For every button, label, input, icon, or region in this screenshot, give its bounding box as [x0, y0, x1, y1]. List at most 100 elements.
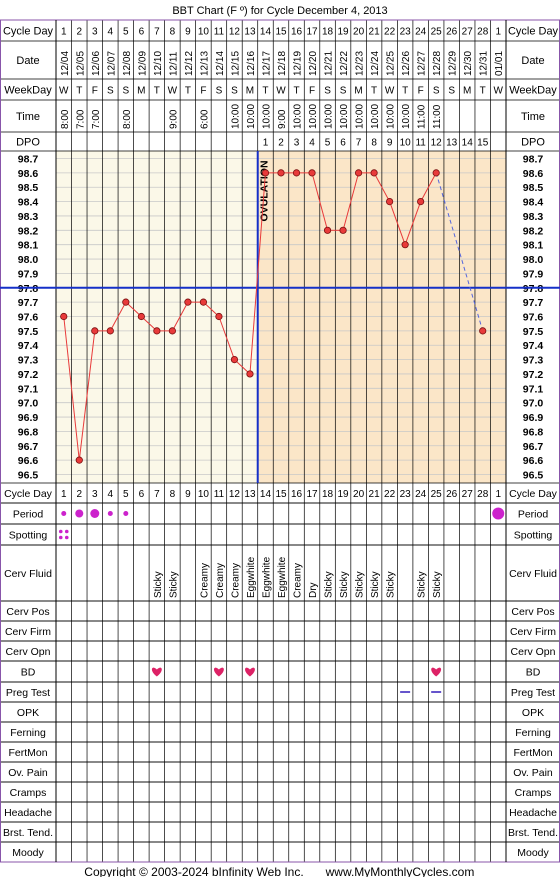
- week-cell: F: [200, 86, 206, 97]
- week-cell: T: [262, 86, 268, 97]
- dpo-cell: 14: [462, 138, 474, 149]
- week-cell: W: [385, 86, 395, 97]
- week-cell: T: [371, 86, 377, 97]
- date-label-right: Date: [521, 55, 544, 67]
- week-label-right: WeekDay: [509, 85, 557, 97]
- cycle-cell: 10: [198, 27, 210, 38]
- temp-point: [91, 327, 99, 335]
- time-cell: 6:00: [199, 109, 210, 129]
- headache-label-right: Headache: [509, 807, 557, 819]
- temp-line-segment: [249, 172, 266, 374]
- y-tick-right: 98.6: [523, 168, 544, 180]
- y-tick-right: 96.7: [523, 441, 544, 453]
- dpo-label-left: DPO: [16, 137, 40, 149]
- footer-copyright: Copyright © 2003-2024 bInfinity Web Inc.: [84, 865, 303, 877]
- cycle-day-cell: 11: [214, 489, 225, 500]
- date-cell: 12/17: [261, 51, 272, 76]
- date-cell: 12/29: [448, 51, 459, 76]
- temp-point: [184, 298, 192, 306]
- preg-test-label-right: Preg Test: [511, 687, 555, 699]
- y-tick-left: 96.5: [18, 470, 39, 482]
- dpo-cell: 7: [356, 138, 362, 149]
- cerv-pos-label-left: Cerv Pos: [6, 606, 49, 618]
- cycle-cell: 2: [76, 27, 82, 38]
- cycle-day-cell: 18: [322, 489, 334, 500]
- cerv-fluid-cell: Creamy: [230, 563, 241, 598]
- y-tick-left: 96.6: [18, 455, 39, 467]
- cerv-fluid-cell: Sticky: [355, 571, 366, 598]
- dpo-cell: 2: [278, 138, 284, 149]
- cycle-cell: 4: [108, 27, 114, 38]
- cycle-day-cell: 1: [61, 489, 67, 500]
- dpo-cell: 6: [340, 138, 346, 149]
- time-label-right: Time: [521, 111, 545, 123]
- temp-point: [261, 169, 270, 177]
- temp-point: [370, 169, 378, 177]
- date-cell: 12/05: [75, 51, 86, 76]
- cerv-fluid-cell: Creamy: [293, 563, 304, 598]
- temp-point: [75, 456, 83, 464]
- ferning-label-right: Ferning: [515, 727, 551, 739]
- cycle-cell: 28: [477, 27, 489, 38]
- temp-point: [277, 169, 285, 177]
- cycle-day-label-left: Cycle Day: [4, 488, 53, 500]
- cycle-day-cell: 10: [198, 489, 210, 500]
- preg-test-label-left: Preg Test: [6, 687, 50, 699]
- cycle-cell: 22: [384, 27, 396, 38]
- dpo-cell: 13: [446, 138, 458, 149]
- temp-line-segment: [342, 172, 360, 231]
- date-cell: 12/27: [417, 51, 428, 76]
- cerv-fluid-cell: Sticky: [386, 571, 397, 598]
- cerv-firm-label-left: Cerv Firm: [5, 626, 51, 638]
- date-cell: 01/01: [494, 51, 505, 76]
- week-cell: S: [448, 86, 455, 97]
- y-tick-left: 96.7: [18, 441, 39, 453]
- cycle-day-cell: 2: [76, 489, 82, 500]
- time-cell: 10:00: [386, 104, 397, 129]
- cerv-fluid-cell: Eggwhite: [246, 556, 257, 598]
- dpo-cell: 12: [431, 138, 443, 149]
- y-tick-right: 97.5: [523, 326, 544, 338]
- date-cell: 12/24: [370, 51, 381, 76]
- y-tick-right: 97.0: [523, 398, 544, 410]
- ov-pain-label-left: Ov. Pain: [8, 767, 48, 779]
- time-cell: 10:00: [246, 104, 257, 129]
- time-cell: 8:00: [122, 109, 133, 129]
- date-cell: 12/20: [308, 51, 319, 76]
- cycle-day-cell: 23: [400, 489, 412, 500]
- cycle-day-cell: 6: [139, 489, 145, 500]
- y-tick-left: 97.5: [18, 326, 39, 338]
- bd-label-right: BD: [526, 667, 541, 679]
- brst-tend-label-left: Brst. Tend.: [3, 827, 53, 839]
- y-tick-left: 98.4: [18, 197, 39, 209]
- temp-line-segment: [311, 172, 329, 231]
- date-label-left: Date: [16, 55, 39, 67]
- period-dot-icon: [492, 507, 505, 520]
- cycle-cell: 3: [92, 27, 98, 38]
- cycle-day-cell: 27: [462, 489, 474, 500]
- time-cell: 10:00: [324, 104, 335, 129]
- week-cell: S: [324, 86, 331, 97]
- temp-line-segment: [404, 201, 422, 245]
- cycle-cell: 17: [306, 27, 318, 38]
- week-cell: W: [59, 86, 69, 97]
- temp-point: [479, 327, 487, 335]
- temp-point: [432, 169, 440, 177]
- cerv-fluid-label-left: Cerv Fluid: [4, 568, 52, 580]
- week-cell: T: [402, 86, 408, 97]
- y-tick-left: 98.7: [18, 154, 39, 166]
- week-cell: S: [107, 86, 114, 97]
- cycle-cell: 14: [260, 27, 272, 38]
- week-cell: W: [494, 86, 504, 97]
- y-tick-left: 98.5: [18, 182, 39, 194]
- cycle-cell: 6: [139, 27, 145, 38]
- cycle-cell: 12: [229, 27, 241, 38]
- y-tick-left: 97.0: [18, 398, 39, 410]
- temp-point: [354, 169, 363, 177]
- y-tick-right: 96.6: [523, 455, 544, 467]
- cerv-fluid-cell: Eggwhite: [261, 556, 272, 598]
- pre-ovulation-bg: [56, 151, 258, 483]
- cycle-cell: 8: [170, 27, 176, 38]
- dpo-cell: 8: [371, 138, 377, 149]
- cerv-pos-label-right: Cerv Pos: [511, 606, 554, 618]
